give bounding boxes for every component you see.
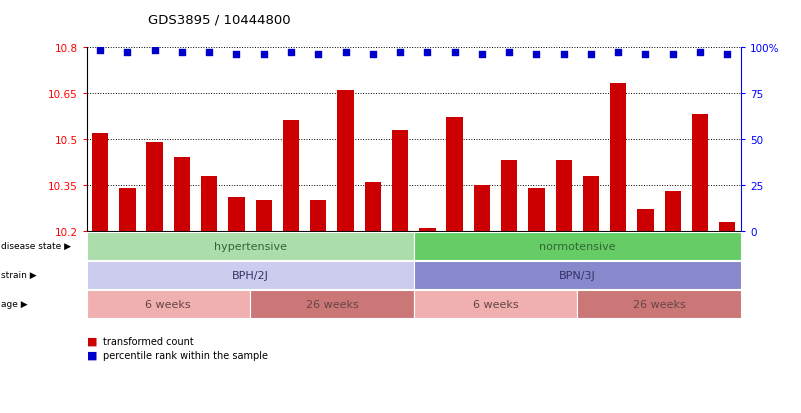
Bar [310,201,327,231]
Text: 6 weeks: 6 weeks [146,299,191,309]
Point [148,48,161,55]
Text: age ▶: age ▶ [1,299,27,309]
Bar [473,185,490,231]
Point [257,52,270,58]
Bar [92,133,108,231]
Text: hypertensive: hypertensive [214,241,287,251]
Point [366,52,379,58]
Text: 6 weeks: 6 weeks [473,299,518,309]
Bar [446,118,463,231]
Bar [719,222,735,231]
Bar [501,161,517,231]
Bar [692,115,708,231]
Point [476,52,489,58]
Point [585,52,598,58]
Text: BPH/2J: BPH/2J [231,270,268,280]
Bar [419,228,436,231]
Text: 26 weeks: 26 weeks [633,299,686,309]
Point [666,52,679,58]
Bar [174,158,190,231]
Bar [583,176,599,231]
Text: transformed count: transformed count [103,336,193,346]
Text: 26 weeks: 26 weeks [305,299,358,309]
Point [503,50,516,56]
Point [639,52,652,58]
Bar [119,188,135,231]
Bar [283,121,300,231]
Bar [638,210,654,231]
Text: normotensive: normotensive [539,241,616,251]
Point [121,50,134,56]
Bar [556,161,572,231]
Bar [665,192,681,231]
Text: ■: ■ [87,350,97,360]
Text: disease state ▶: disease state ▶ [1,242,70,251]
Bar [147,142,163,231]
Text: BPN/3J: BPN/3J [559,270,596,280]
Text: GDS3895 / 10444800: GDS3895 / 10444800 [148,14,291,27]
Text: ■: ■ [87,336,97,346]
Point [393,50,406,56]
Point [284,50,297,56]
Bar [528,188,545,231]
Point [612,50,625,56]
Bar [256,201,272,231]
Text: strain ▶: strain ▶ [1,271,36,280]
Point [721,52,734,58]
Bar [610,84,626,231]
Point [175,50,188,56]
Point [421,50,434,56]
Point [557,52,570,58]
Bar [392,130,409,231]
Bar [337,90,354,231]
Point [230,52,243,58]
Bar [228,197,244,231]
Point [203,50,215,56]
Bar [364,182,381,231]
Point [694,50,706,56]
Point [94,48,107,55]
Text: percentile rank within the sample: percentile rank within the sample [103,350,268,360]
Bar [201,176,217,231]
Point [339,50,352,56]
Point [449,50,461,56]
Point [530,52,543,58]
Point [312,52,324,58]
